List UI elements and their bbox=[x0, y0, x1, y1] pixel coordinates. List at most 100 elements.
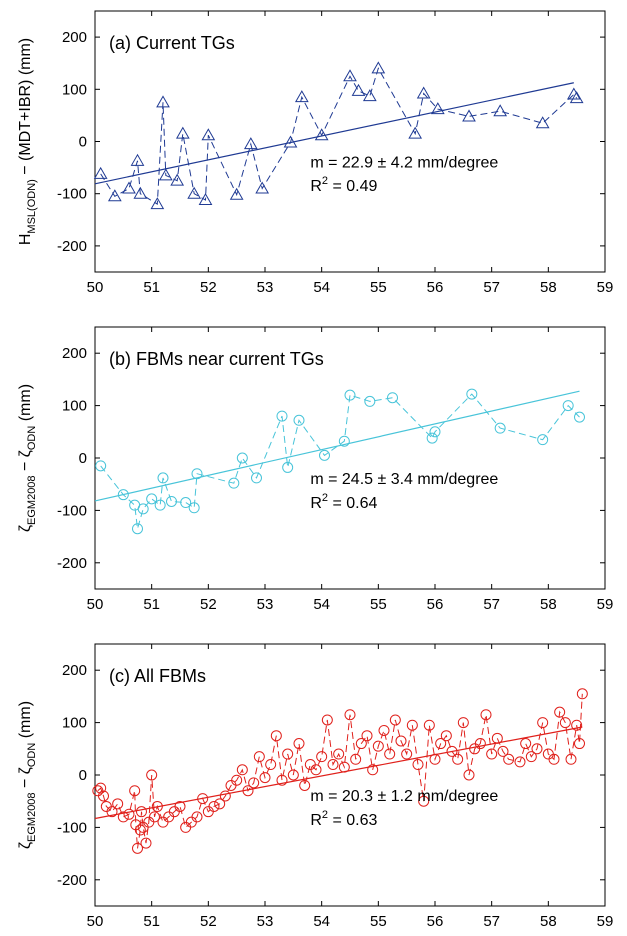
data-point bbox=[367, 764, 379, 776]
data-point bbox=[474, 738, 486, 750]
data-point bbox=[350, 753, 362, 765]
data-point bbox=[576, 688, 588, 700]
y-tick-label: 0 bbox=[79, 134, 87, 151]
data-point bbox=[559, 717, 571, 729]
data-point bbox=[362, 89, 377, 102]
data-point bbox=[112, 798, 124, 810]
data-point bbox=[429, 753, 441, 765]
data-point bbox=[494, 422, 506, 434]
data-point bbox=[151, 800, 163, 812]
data-point bbox=[243, 137, 258, 150]
data-point bbox=[134, 824, 146, 836]
r2-exponent: 2 bbox=[322, 175, 328, 187]
data-point bbox=[333, 748, 345, 760]
data-point bbox=[157, 472, 169, 484]
y-tick-label: 100 bbox=[62, 398, 87, 415]
data-point bbox=[418, 795, 430, 807]
data-point bbox=[214, 798, 226, 810]
x-tick-label: 59 bbox=[597, 596, 614, 613]
data-point bbox=[462, 109, 476, 122]
y-tick-label: -100 bbox=[57, 819, 87, 836]
series-dashed-line bbox=[100, 67, 578, 205]
data-point bbox=[197, 793, 209, 805]
y-tick-label: -100 bbox=[57, 502, 87, 519]
data-point bbox=[95, 782, 107, 794]
x-tick-label: 59 bbox=[597, 913, 614, 930]
x-tick-label: 55 bbox=[370, 279, 387, 296]
y-label-part: − ζ bbox=[17, 767, 34, 792]
x-tick-label: 56 bbox=[427, 596, 444, 613]
data-point bbox=[149, 811, 160, 823]
data-point bbox=[452, 753, 464, 765]
r2-value: = 0.63 bbox=[328, 812, 377, 829]
data-point bbox=[270, 730, 282, 742]
x-tick-label: 54 bbox=[313, 596, 330, 613]
y-tick-label: -200 bbox=[57, 872, 87, 889]
data-point bbox=[387, 392, 398, 404]
x-tick-label: 54 bbox=[313, 913, 330, 930]
x-tick-label: 52 bbox=[200, 596, 217, 613]
data-point bbox=[174, 800, 186, 812]
y-tick-label: 0 bbox=[79, 767, 87, 784]
r2-annotation: R2 = 0.63 bbox=[310, 809, 377, 829]
data-point bbox=[537, 434, 549, 446]
data-point bbox=[378, 724, 390, 736]
x-tick-label: 53 bbox=[257, 596, 274, 613]
data-point bbox=[135, 806, 147, 818]
data-point bbox=[130, 153, 145, 166]
y-tick-label: 100 bbox=[62, 81, 87, 98]
data-point bbox=[430, 102, 445, 115]
data-point bbox=[93, 166, 108, 179]
y-tick-label: -100 bbox=[57, 186, 87, 203]
slope-annotation: m = 22.9 ± 4.2 mm/degree bbox=[310, 155, 498, 172]
y-label-part: H bbox=[17, 234, 34, 246]
r2-base: R bbox=[310, 178, 322, 195]
data-point bbox=[554, 706, 566, 718]
data-point bbox=[466, 388, 478, 400]
x-tick-label: 53 bbox=[257, 279, 274, 296]
data-point bbox=[154, 499, 166, 511]
data-point bbox=[493, 104, 508, 117]
data-point bbox=[412, 759, 424, 771]
data-point bbox=[156, 95, 170, 108]
x-tick-label: 56 bbox=[427, 913, 444, 930]
r2-exponent: 2 bbox=[322, 492, 328, 504]
x-tick-label: 58 bbox=[540, 596, 557, 613]
data-point bbox=[251, 472, 262, 484]
data-point bbox=[571, 719, 583, 731]
data-point bbox=[338, 761, 350, 773]
data-point bbox=[503, 753, 515, 765]
data-point bbox=[294, 90, 309, 103]
data-point bbox=[384, 748, 396, 760]
r2-base: R bbox=[310, 812, 322, 829]
r2-annotation: R2 = 0.64 bbox=[310, 492, 377, 512]
data-point bbox=[304, 759, 316, 771]
data-point bbox=[248, 777, 260, 789]
data-point bbox=[201, 128, 216, 141]
data-point bbox=[283, 135, 298, 148]
data-point bbox=[255, 181, 270, 194]
data-point bbox=[435, 738, 447, 750]
data-point bbox=[106, 806, 118, 818]
data-point bbox=[188, 502, 200, 514]
data-point bbox=[158, 168, 173, 181]
data-point bbox=[395, 735, 407, 747]
data-point bbox=[574, 411, 585, 423]
data-point bbox=[293, 738, 305, 750]
y-label-part: (mm) bbox=[17, 384, 34, 426]
data-point bbox=[310, 764, 322, 776]
x-tick-label: 50 bbox=[87, 596, 104, 613]
data-point bbox=[319, 449, 330, 461]
x-tick-label: 54 bbox=[313, 279, 330, 296]
y-label-part: − (MDT+IBR) (mm) bbox=[17, 38, 34, 179]
data-point bbox=[228, 477, 240, 489]
data-point bbox=[276, 774, 288, 786]
y-axis-label: ζEGM2008 − ζODN (mm) bbox=[17, 384, 38, 532]
data-point bbox=[107, 189, 122, 202]
data-point bbox=[180, 821, 192, 833]
data-point bbox=[231, 774, 243, 786]
x-tick-label: 52 bbox=[200, 279, 217, 296]
data-point bbox=[146, 493, 158, 505]
x-tick-label: 57 bbox=[483, 279, 500, 296]
data-point bbox=[253, 751, 265, 763]
